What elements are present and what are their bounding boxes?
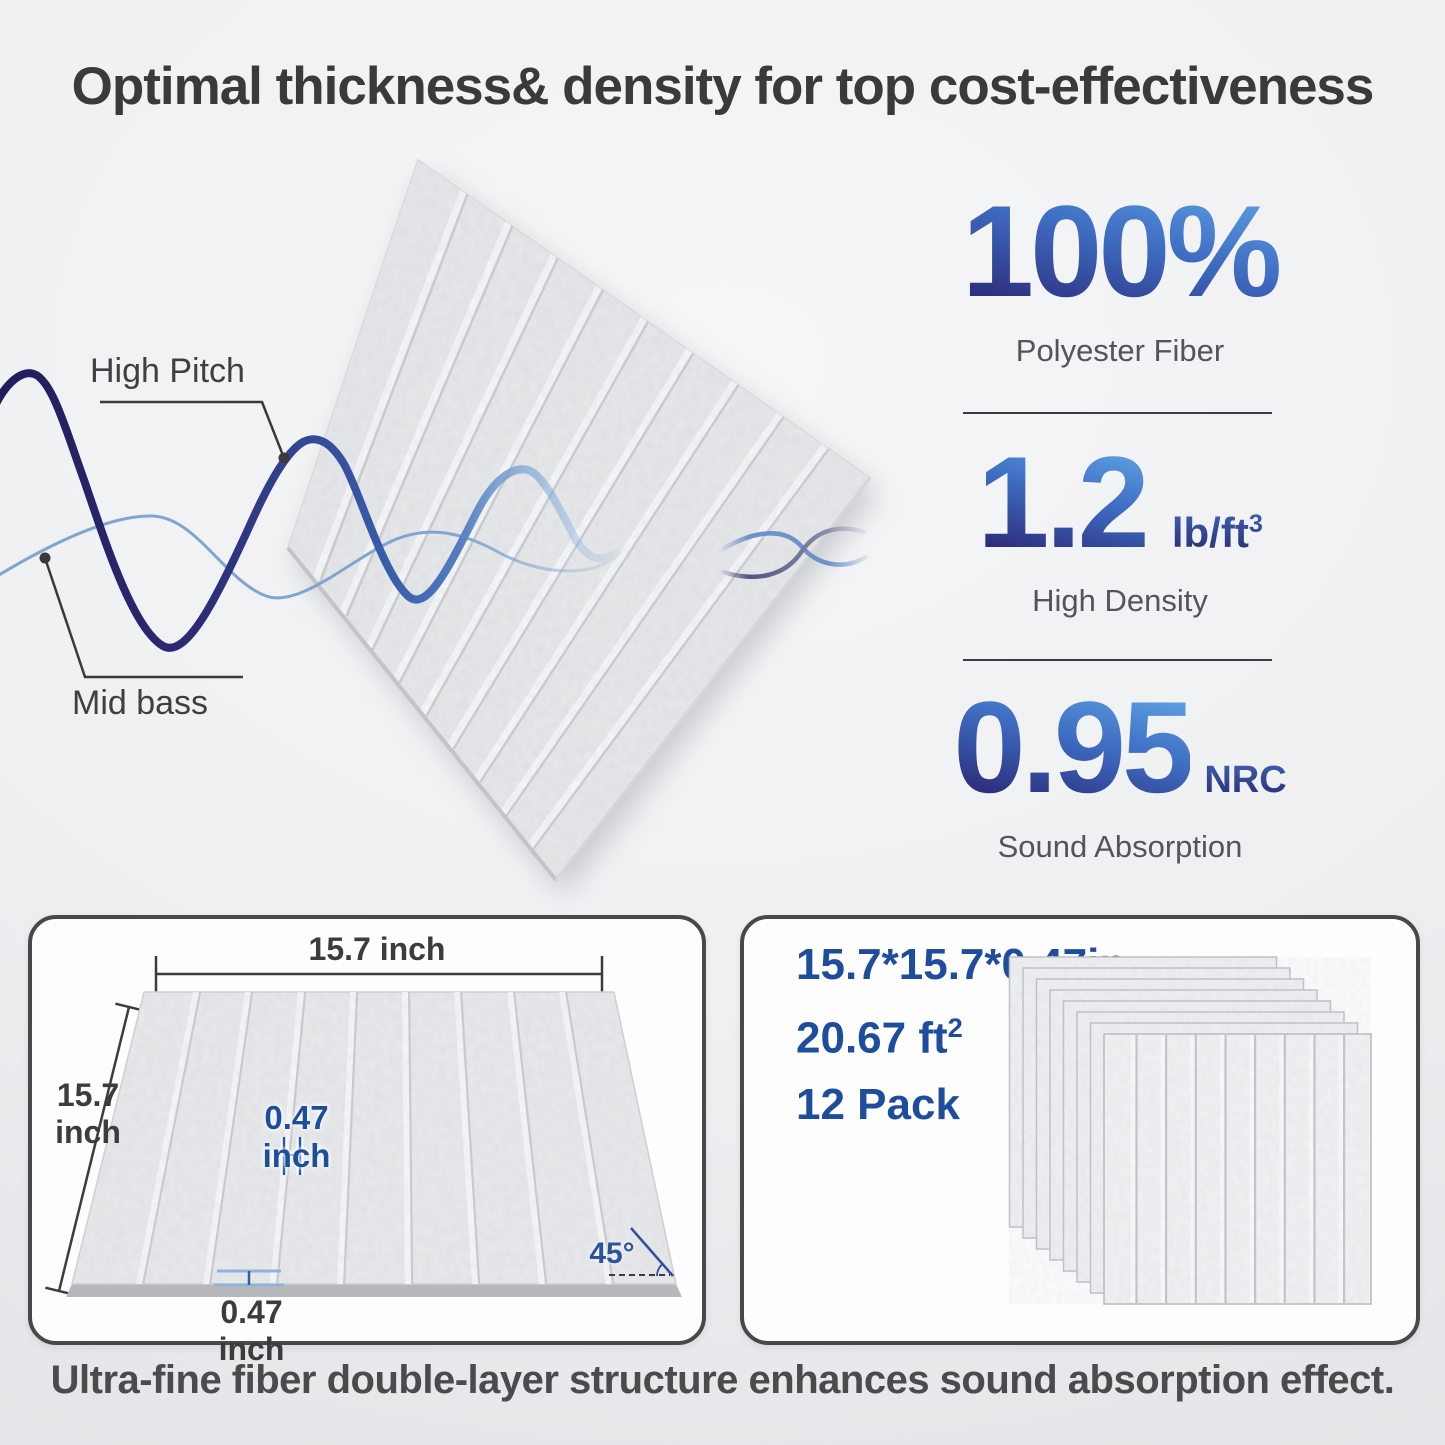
- stat-nrc-value: 0.95: [953, 674, 1194, 820]
- pack-box: 15.7*15.7*0.47in 20.67 ft2 12 Pack: [740, 915, 1420, 1345]
- stat-polyester-value: 100%: [920, 186, 1320, 316]
- high-pitch-label: High Pitch: [90, 352, 245, 390]
- bottom-caption: Ultra-fine fiber double-layer structure …: [50, 1358, 1395, 1402]
- stat-nrc-row: 0.95 NRC: [920, 682, 1320, 812]
- stat-density-unit-base: lb/ft: [1171, 509, 1249, 556]
- stat-density-row: 1.2 lb/ft3: [920, 437, 1320, 567]
- spec-width-label: 15.7 inch: [308, 931, 446, 967]
- stats-divider-2: [963, 659, 1272, 661]
- spec-angle-label: 45°: [589, 1237, 635, 1270]
- spec-panel-drawing: [45, 956, 682, 1297]
- pack-count: 12 Pack: [796, 1080, 960, 1129]
- transmitted-wave: [720, 526, 869, 580]
- high-pitch-wave: [0, 369, 620, 652]
- sound-waves: [0, 369, 623, 652]
- spec-thickness-label: 0.47 inch: [218, 1294, 285, 1367]
- pack-area-base: 20.67 ft: [796, 1013, 948, 1063]
- stat-density-label: High Density: [1032, 583, 1208, 618]
- mid-bass-dot: [39, 552, 51, 564]
- high-pitch-callout-line: [100, 400, 286, 459]
- stat-density-unit: lb/ft3: [1172, 509, 1263, 557]
- page-title: Optimal thickness& density for top cost-…: [71, 57, 1375, 116]
- mid-bass-wave: [0, 514, 623, 600]
- width-dimension-line: [154, 956, 604, 992]
- stat-nrc-unit: NRC: [1204, 759, 1287, 801]
- pack-area-sup: 2: [947, 1012, 963, 1043]
- mid-bass-label: Mid bass: [72, 684, 209, 722]
- stat-polyester-label: Polyester Fiber: [1015, 333, 1225, 368]
- mid-bass-callout-line: [43, 557, 243, 679]
- groove-width-marker: [280, 1137, 304, 1175]
- bevel-angle-marker: [609, 1227, 674, 1277]
- stat-nrc-label: Sound Absorption: [997, 829, 1243, 864]
- stacked-panels: [1008, 956, 1372, 1305]
- thickness-marker: [214, 1269, 284, 1287]
- panel-grooves: [72, 992, 676, 1284]
- spec-box: 15.7 inch 15.7 inch 0.47 inch 0.47 inch …: [28, 915, 706, 1367]
- high-pitch-dot: [278, 452, 290, 464]
- panel-bottom-edge: [66, 1284, 682, 1297]
- stat-density-value: 1.2: [977, 429, 1150, 575]
- panel-stack-drawing: [1008, 956, 1372, 1305]
- pack-area: 20.67 ft2: [796, 1014, 963, 1061]
- stats-column: 100% Polyester Fiber 1.2 lb/ft3 High Den…: [920, 0, 1320, 900]
- stat-density-unit-sup: 3: [1248, 510, 1263, 538]
- spec-groove-label: 0.47 inch: [262, 1099, 331, 1174]
- felt-panel-3d: [286, 158, 872, 882]
- spec-height-label: 15.7 inch: [55, 1077, 121, 1150]
- stats-divider-1: [963, 412, 1272, 414]
